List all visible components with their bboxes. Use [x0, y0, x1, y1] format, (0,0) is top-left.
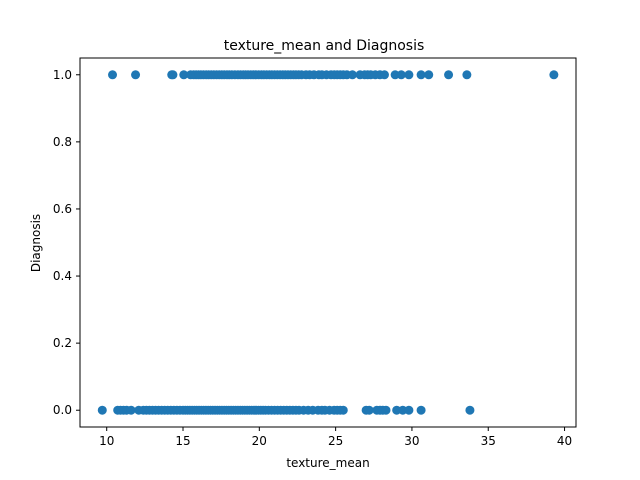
data-point: [168, 70, 178, 80]
plot-frame: [79, 57, 577, 428]
data-point: [444, 70, 454, 80]
chart-title: texture_mean and Diagnosis: [224, 38, 425, 54]
y-tick-label: 0.2: [53, 336, 72, 350]
data-point: [465, 405, 475, 415]
data-point: [364, 405, 374, 415]
x-tick-label: 40: [557, 434, 572, 448]
x-tick-label: 10: [99, 434, 114, 448]
data-point: [179, 70, 189, 80]
y-axis-label: Diagnosis: [29, 214, 43, 272]
data-point: [416, 405, 426, 415]
data-point: [338, 405, 348, 415]
y-tick-label: 0.0: [53, 403, 72, 417]
data-point: [126, 405, 136, 415]
y-tick-label: 0.6: [53, 202, 72, 216]
data-points: [97, 70, 559, 415]
data-point: [424, 70, 434, 80]
y-axis-ticks: 0.0 0.2 0.4 0.6 0.8 1.0: [53, 68, 80, 417]
data-point: [396, 70, 406, 80]
data-point: [416, 70, 426, 80]
data-point: [404, 70, 414, 80]
y-tick-label: 0.8: [53, 135, 72, 149]
data-point: [347, 70, 357, 80]
data-point: [381, 405, 391, 415]
x-tick-label: 30: [404, 434, 419, 448]
data-point: [108, 70, 118, 80]
y-tick-label: 1.0: [53, 68, 72, 82]
x-tick-label: 15: [175, 434, 190, 448]
x-axis-label: texture_mean: [286, 456, 369, 470]
data-point: [97, 405, 107, 415]
data-point: [404, 405, 414, 415]
data-point: [462, 70, 472, 80]
x-tick-label: 25: [328, 434, 343, 448]
data-point: [131, 70, 141, 80]
data-point: [379, 70, 389, 80]
x-tick-label: 35: [481, 434, 496, 448]
y-tick-label: 0.4: [53, 269, 72, 283]
x-axis-ticks: 10 15 20 25 30 35 40: [99, 427, 572, 448]
data-point: [549, 70, 559, 80]
x-tick-label: 20: [252, 434, 267, 448]
